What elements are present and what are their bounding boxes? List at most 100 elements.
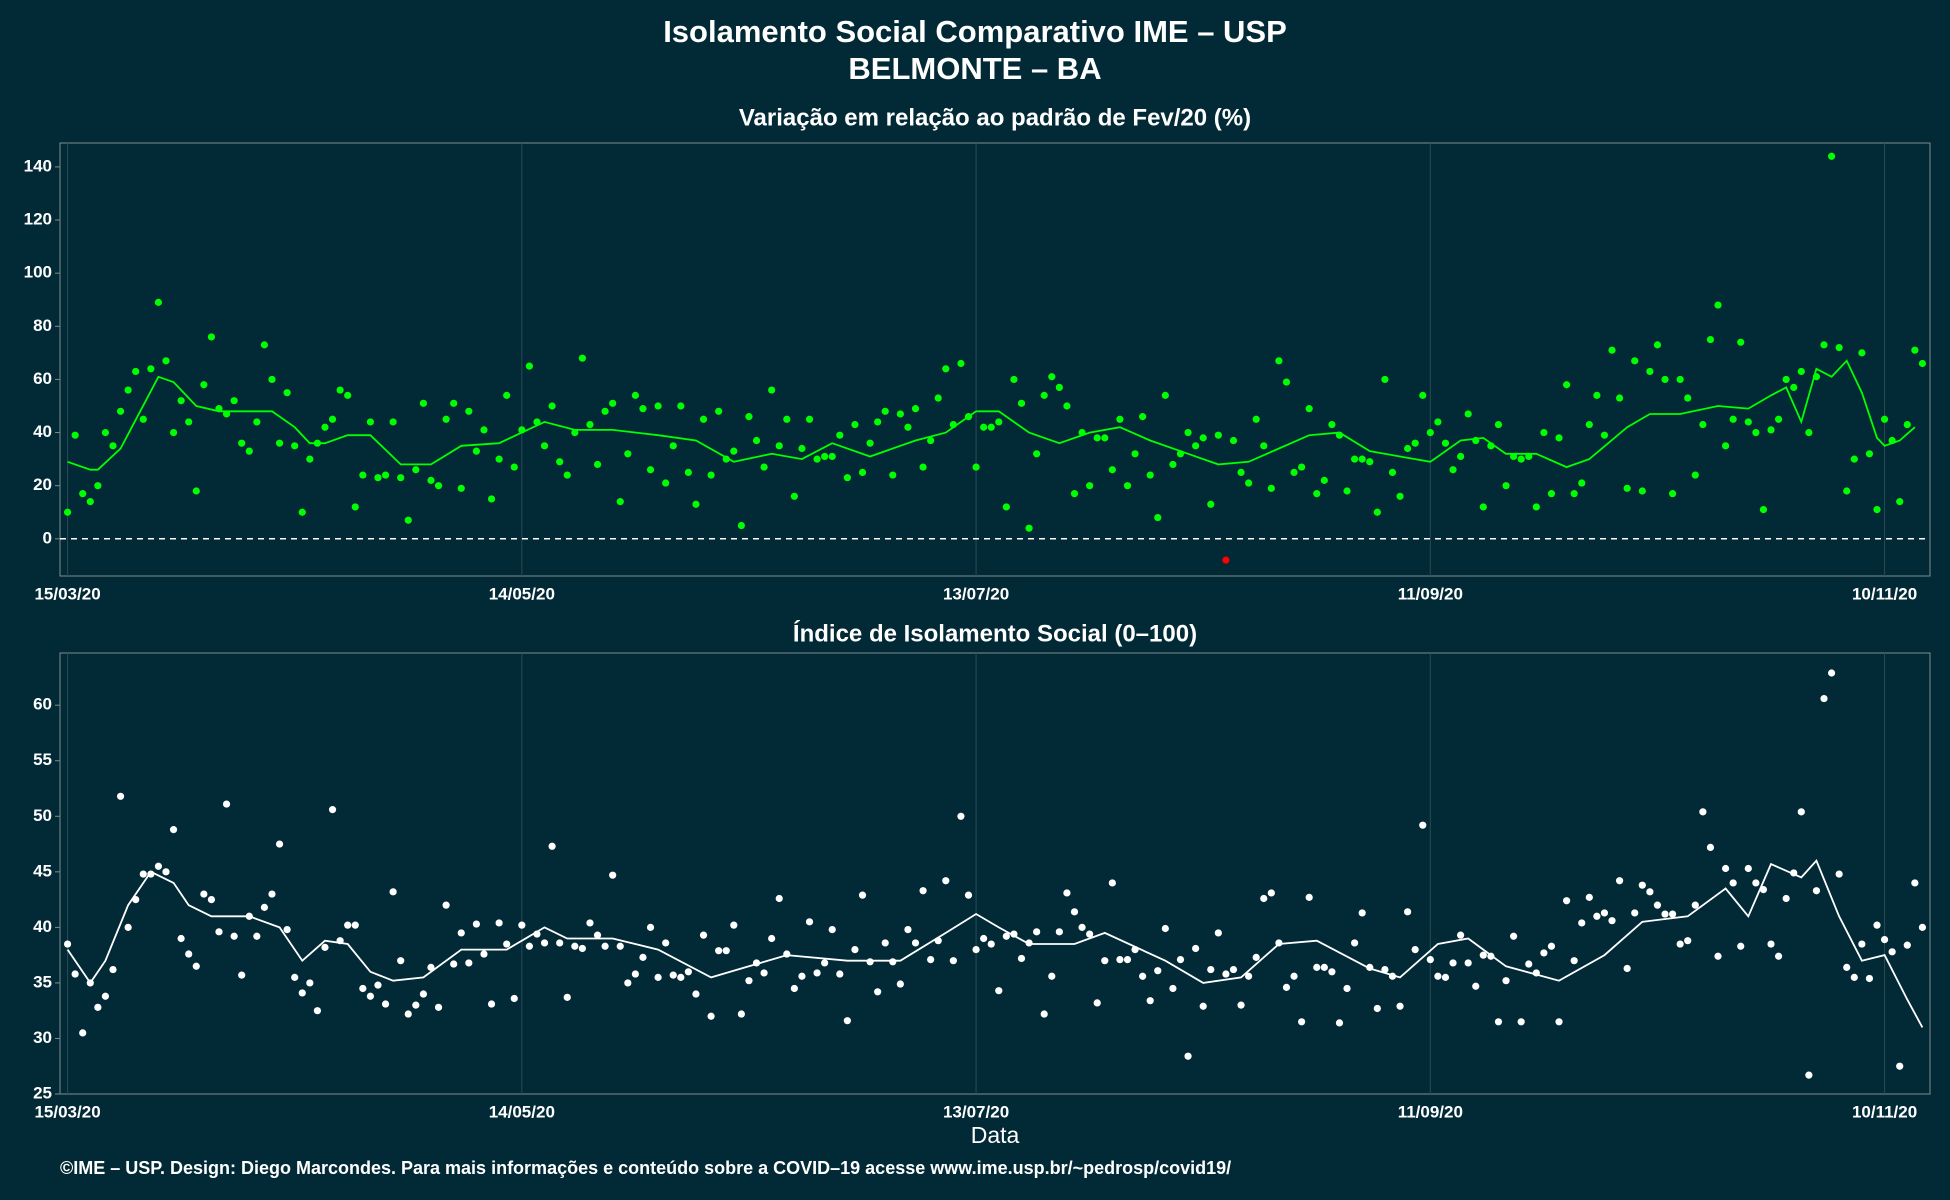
data-point [1578,919,1586,927]
x-tick-label: 10/11/20 [1852,584,1917,603]
data-point [1426,955,1434,964]
data-point [1562,381,1571,389]
data-point [419,990,428,998]
data-point [291,442,299,450]
data-point [1699,808,1707,816]
data-point [1441,973,1450,981]
data-point [1449,466,1457,474]
data-point [1335,431,1344,439]
data-point [578,354,586,362]
data-point [63,508,72,516]
data-point [328,415,337,423]
data-point [222,410,231,418]
data-point [1328,968,1336,976]
data-point [1025,524,1033,532]
data-point [1063,402,1071,410]
data-point [1048,373,1056,381]
data-point [805,918,814,926]
data-point [1752,428,1760,437]
data-point [1888,948,1896,956]
data-point [1827,669,1836,677]
data-point [169,826,178,834]
data-point [1229,965,1238,974]
data-point [1880,415,1889,423]
data-point [1767,940,1775,948]
data-point [927,436,935,445]
data-point [1010,375,1018,384]
data-point [1343,984,1351,993]
y-tick-label: 140 [24,156,52,175]
data-point [1525,452,1533,461]
data-point [1646,367,1654,376]
data-point [79,490,87,498]
data-point [1343,487,1351,495]
data-point [321,943,329,951]
data-point [1139,972,1147,980]
data-point [1918,359,1927,368]
data-point [646,466,655,474]
data-point [972,463,980,471]
data-point [457,484,465,492]
data-point [1668,910,1677,918]
data-point [1661,375,1669,384]
data-point [790,984,798,993]
data-point [1131,945,1139,954]
data-point [1139,413,1147,421]
data-point [238,439,246,447]
data-point [1464,410,1472,418]
data-point [790,492,798,500]
data-point [593,931,602,939]
data-point [813,455,821,463]
data-point [1782,375,1790,384]
data-point [328,806,337,814]
data-point [737,1010,745,1018]
data-point [1525,960,1533,968]
data-point [1494,1018,1503,1026]
data-point [1464,959,1472,967]
data-point [1192,944,1200,953]
data-point [1608,917,1616,925]
data-point [949,957,957,965]
data-point [1805,428,1813,437]
x-tick-label: 15/03/20 [34,584,100,603]
data-point [192,962,200,970]
data-point [1313,963,1321,971]
data-point [775,894,783,903]
data-point [238,971,246,979]
data-point [980,423,988,431]
data-point [1540,949,1548,957]
data-point [480,950,488,958]
data-point [1555,434,1563,442]
data-point [1903,420,1911,429]
data-point [1017,954,1026,963]
data-point [71,431,79,439]
data-point [919,463,927,471]
data-point [503,940,511,948]
data-point [1282,983,1291,991]
data-point [760,969,768,977]
data-point [1631,357,1639,365]
x-tick-label: 11/09/20 [1398,584,1463,603]
data-point [889,471,897,479]
data-point [200,890,208,898]
data-point [1835,343,1843,352]
data-point [1169,460,1177,469]
data-point [1260,894,1268,903]
data-point [601,942,609,950]
data-point [1661,910,1669,918]
data-point [1108,879,1116,887]
data-point [495,455,503,463]
data-point [510,463,518,471]
data-point [1366,963,1374,971]
data-point [1419,821,1427,829]
data-point [1585,893,1593,901]
data-point [1608,346,1616,354]
x-tick-label: 11/09/20 [1398,1102,1463,1121]
data-point [1797,367,1805,376]
data-point [1214,929,1222,937]
data-point [366,418,375,426]
data-point [1888,436,1896,445]
data-point [1222,970,1230,978]
data-point [957,359,965,368]
data-point [268,375,276,384]
